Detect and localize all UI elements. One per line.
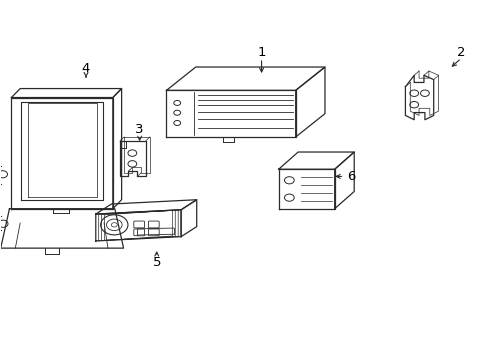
Text: 2: 2 [456, 46, 465, 59]
Text: 5: 5 [152, 256, 161, 269]
Text: 1: 1 [257, 46, 265, 59]
Text: 6: 6 [347, 170, 355, 183]
Text: 4: 4 [81, 62, 90, 75]
Text: 3: 3 [135, 123, 143, 136]
